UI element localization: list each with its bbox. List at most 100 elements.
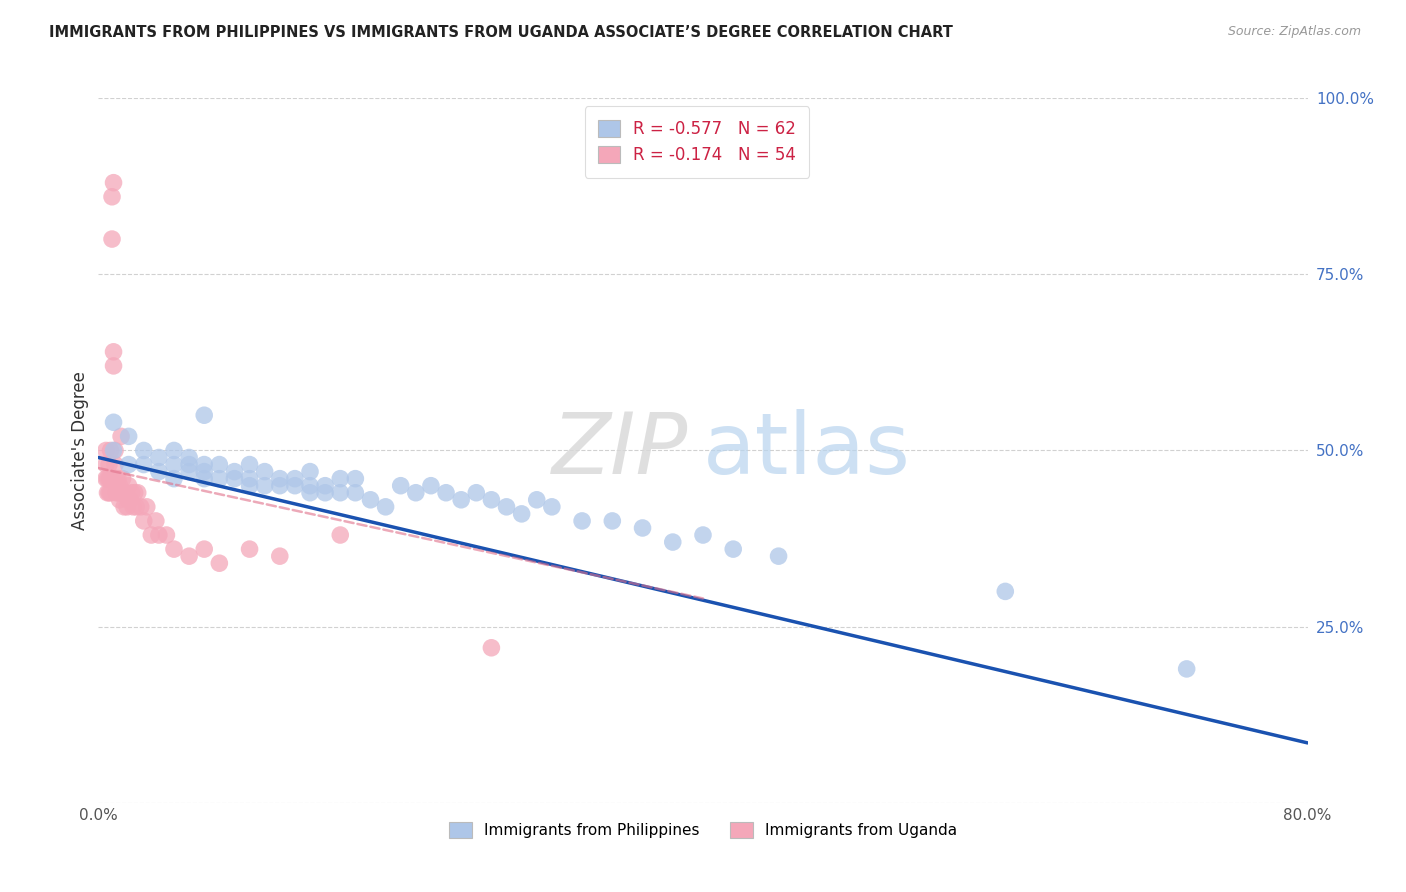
Point	[112, 500, 135, 514]
Point	[163, 542, 186, 557]
Point	[145, 514, 167, 528]
Point	[481, 640, 503, 655]
Point	[148, 528, 170, 542]
Point	[692, 528, 714, 542]
Point	[526, 492, 548, 507]
Point	[571, 514, 593, 528]
Point	[104, 443, 127, 458]
Point	[121, 485, 143, 500]
Point	[299, 485, 322, 500]
Point	[768, 549, 790, 564]
Point	[269, 549, 291, 564]
Point	[108, 492, 131, 507]
Point	[179, 465, 201, 479]
Point	[208, 556, 231, 570]
Point	[193, 408, 215, 422]
Point	[94, 458, 117, 472]
Point	[239, 458, 262, 472]
Point	[179, 450, 201, 465]
Point	[120, 492, 142, 507]
Point	[193, 542, 215, 557]
Point	[118, 458, 141, 472]
Point	[239, 478, 262, 492]
Point	[314, 478, 336, 492]
Point	[107, 472, 129, 486]
Point	[314, 485, 336, 500]
Text: atlas: atlas	[703, 409, 911, 492]
Point	[253, 465, 276, 479]
Point	[284, 478, 307, 492]
Point	[360, 492, 382, 507]
Point	[723, 542, 745, 557]
Point	[100, 485, 122, 500]
Point	[111, 485, 134, 500]
Point	[994, 584, 1017, 599]
Point	[111, 472, 134, 486]
Point	[450, 492, 472, 507]
Point	[103, 344, 125, 359]
Point	[208, 458, 231, 472]
Text: Source: ZipAtlas.com: Source: ZipAtlas.com	[1227, 25, 1361, 38]
Point	[132, 514, 155, 528]
Point	[115, 500, 138, 514]
Point	[96, 472, 118, 486]
Point	[124, 485, 146, 500]
Point	[132, 458, 155, 472]
Point	[540, 500, 562, 514]
Point	[163, 472, 186, 486]
Point	[193, 472, 215, 486]
Point	[104, 458, 127, 472]
Legend: Immigrants from Philippines, Immigrants from Uganda: Immigrants from Philippines, Immigrants …	[443, 816, 963, 845]
Point	[631, 521, 654, 535]
Point	[329, 472, 352, 486]
Point	[103, 359, 125, 373]
Point	[101, 232, 124, 246]
Point	[193, 458, 215, 472]
Point	[269, 478, 291, 492]
Point	[299, 465, 322, 479]
Point	[239, 542, 262, 557]
Point	[224, 465, 246, 479]
Point	[103, 176, 125, 190]
Point	[114, 485, 136, 500]
Point	[239, 472, 262, 486]
Text: IMMIGRANTS FROM PHILIPPINES VS IMMIGRANTS FROM UGANDA ASSOCIATE’S DEGREE CORRELA: IMMIGRANTS FROM PHILIPPINES VS IMMIGRANT…	[49, 25, 953, 40]
Point	[105, 472, 128, 486]
Point	[405, 485, 427, 500]
Point	[208, 472, 231, 486]
Point	[118, 429, 141, 443]
Point	[269, 472, 291, 486]
Point	[284, 472, 307, 486]
Point	[132, 443, 155, 458]
Point	[465, 485, 488, 500]
Point	[100, 472, 122, 486]
Point	[329, 528, 352, 542]
Point	[101, 190, 124, 204]
Point	[148, 450, 170, 465]
Point	[141, 528, 163, 542]
Point	[127, 485, 149, 500]
Point	[344, 472, 367, 486]
Point	[481, 492, 503, 507]
Point	[103, 415, 125, 429]
Point	[129, 500, 152, 514]
Point	[98, 472, 121, 486]
Point	[135, 500, 157, 514]
Point	[434, 485, 457, 500]
Point	[118, 492, 141, 507]
Point	[108, 478, 131, 492]
Point	[118, 478, 141, 492]
Point	[1175, 662, 1198, 676]
Point	[103, 443, 125, 458]
Point	[122, 500, 145, 514]
Text: ZIP: ZIP	[551, 409, 688, 492]
Point	[179, 549, 201, 564]
Point	[98, 458, 121, 472]
Point	[163, 458, 186, 472]
Point	[96, 485, 118, 500]
Point	[155, 528, 177, 542]
Point	[110, 485, 132, 500]
Point	[344, 485, 367, 500]
Point	[100, 443, 122, 458]
Point	[179, 458, 201, 472]
